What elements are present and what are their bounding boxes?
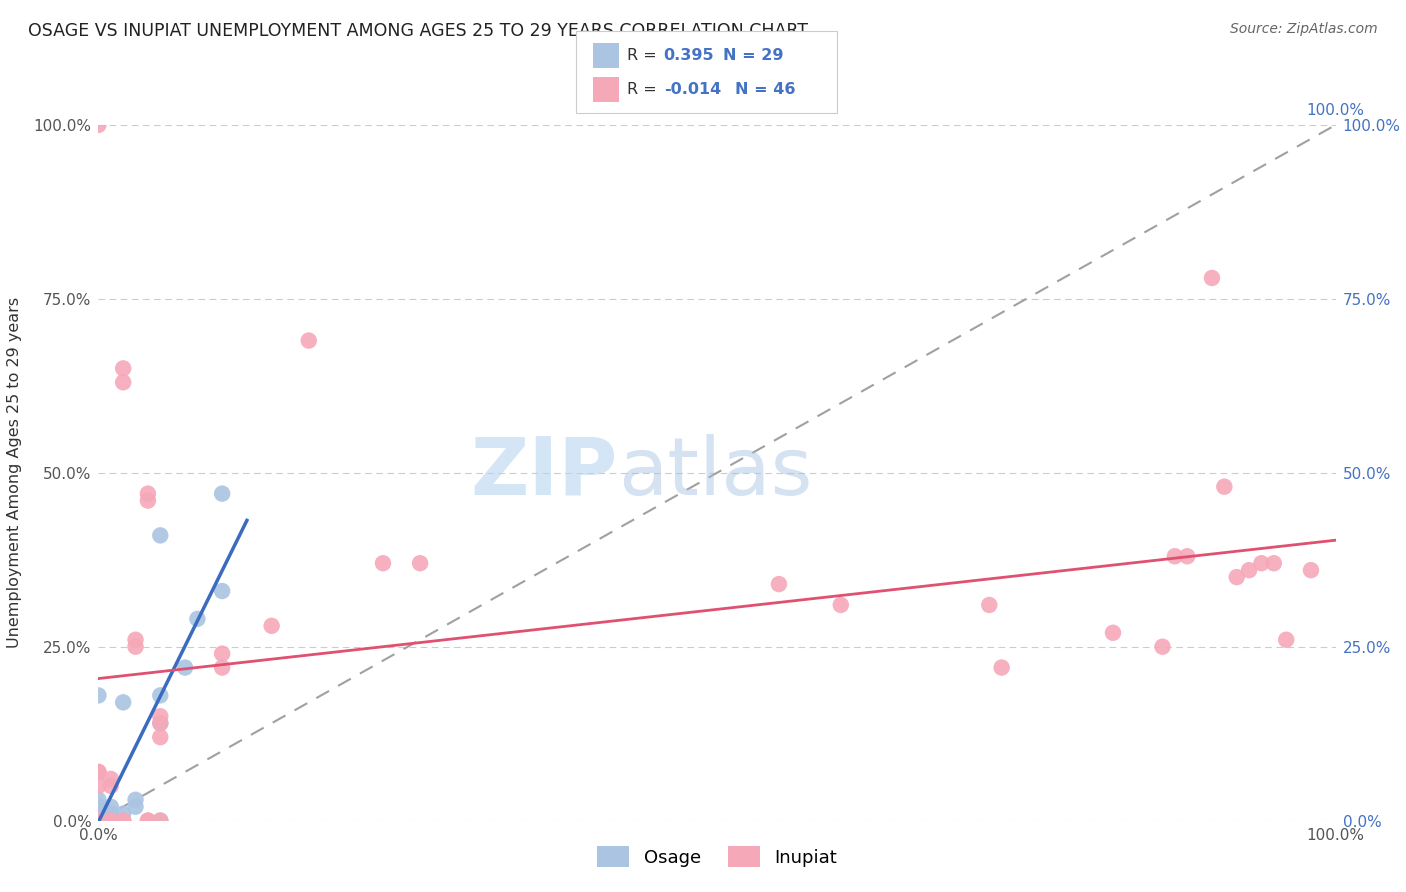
Text: N = 46: N = 46	[735, 82, 796, 96]
Text: ZIP: ZIP	[471, 434, 619, 512]
Point	[409, 556, 432, 570]
Point	[100, 799, 122, 814]
Point	[87, 779, 110, 793]
Point	[100, 814, 122, 828]
Point	[112, 814, 135, 828]
Point	[87, 689, 110, 703]
Point	[112, 806, 135, 821]
Point	[174, 660, 197, 674]
Point	[1175, 549, 1198, 564]
Point	[149, 709, 172, 723]
Point	[112, 361, 135, 376]
Point	[87, 814, 110, 828]
Text: atlas: atlas	[619, 434, 813, 512]
Point	[136, 814, 159, 828]
Point	[1201, 271, 1223, 285]
Point	[211, 660, 233, 674]
Text: R =: R =	[627, 82, 662, 96]
Point	[1263, 556, 1285, 570]
Point	[87, 814, 110, 828]
Point	[211, 647, 233, 661]
Point	[1164, 549, 1187, 564]
Point	[298, 334, 321, 348]
Point	[211, 486, 233, 500]
Point	[100, 806, 122, 821]
Point	[371, 556, 394, 570]
Point	[112, 695, 135, 709]
Point	[149, 814, 172, 828]
Point	[1226, 570, 1249, 584]
Point	[149, 528, 172, 542]
Point	[990, 660, 1012, 674]
Point	[149, 716, 172, 731]
Point	[100, 814, 122, 828]
Text: 0.395: 0.395	[664, 48, 714, 62]
Point	[87, 814, 110, 828]
Point	[136, 814, 159, 828]
Point	[186, 612, 208, 626]
Point	[136, 486, 159, 500]
Point	[149, 730, 172, 744]
Point	[1102, 625, 1125, 640]
Point	[87, 814, 110, 828]
Point	[1275, 632, 1298, 647]
Point	[100, 772, 122, 786]
Point	[768, 577, 790, 591]
Text: OSAGE VS INUPIAT UNEMPLOYMENT AMONG AGES 25 TO 29 YEARS CORRELATION CHART: OSAGE VS INUPIAT UNEMPLOYMENT AMONG AGES…	[28, 22, 808, 40]
Point	[100, 814, 122, 828]
Point	[112, 376, 135, 390]
Point	[87, 793, 110, 807]
Y-axis label: Unemployment Among Ages 25 to 29 years: Unemployment Among Ages 25 to 29 years	[7, 297, 22, 648]
Point	[87, 806, 110, 821]
Point	[149, 814, 172, 828]
Text: N = 29: N = 29	[723, 48, 783, 62]
Point	[149, 689, 172, 703]
Point	[124, 793, 146, 807]
Point	[87, 764, 110, 779]
Point	[100, 779, 122, 793]
Point	[124, 632, 146, 647]
Point	[136, 493, 159, 508]
Point	[100, 814, 122, 828]
Point	[149, 716, 172, 731]
Point	[1213, 480, 1236, 494]
Point	[87, 806, 110, 821]
Point	[87, 799, 110, 814]
Legend: Osage, Inupiat: Osage, Inupiat	[589, 839, 845, 874]
Text: Source: ZipAtlas.com: Source: ZipAtlas.com	[1230, 22, 1378, 37]
Point	[87, 764, 110, 779]
Point	[124, 799, 146, 814]
Point	[1237, 563, 1260, 577]
Point	[1152, 640, 1174, 654]
Point	[87, 814, 110, 828]
Point	[124, 640, 146, 654]
Point	[112, 814, 135, 828]
Text: R =: R =	[627, 48, 662, 62]
Point	[87, 814, 110, 828]
Point	[830, 598, 852, 612]
Point	[87, 814, 110, 828]
Point	[1250, 556, 1272, 570]
Point	[87, 814, 110, 828]
Point	[100, 814, 122, 828]
Point	[112, 814, 135, 828]
Point	[1299, 563, 1322, 577]
Point	[260, 619, 283, 633]
Point	[979, 598, 1001, 612]
Text: -0.014: -0.014	[664, 82, 721, 96]
Point	[211, 584, 233, 599]
Point	[87, 118, 110, 132]
